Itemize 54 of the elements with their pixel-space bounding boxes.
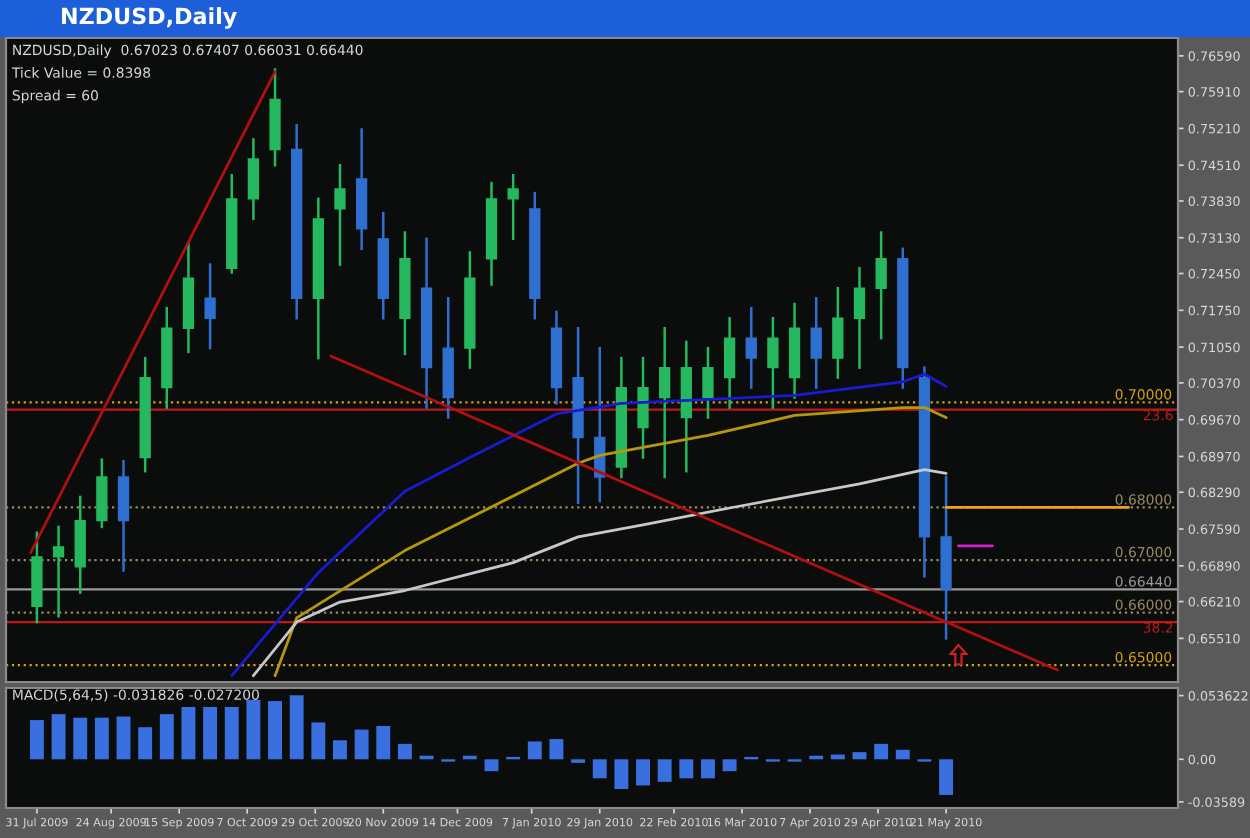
- bar: [116, 716, 131, 760]
- bar: [679, 759, 694, 779]
- bar: [246, 699, 261, 760]
- bar: [657, 759, 672, 782]
- line-series: [230, 372, 948, 678]
- candlestick: [204, 263, 216, 350]
- candlestick: [247, 138, 260, 221]
- candlestick: [723, 316, 736, 409]
- bar: [376, 726, 391, 760]
- candlestick: [334, 163, 346, 266]
- bar: [592, 759, 607, 779]
- candlestick: [875, 231, 887, 340]
- bar: [51, 714, 66, 760]
- candlestick: [52, 525, 65, 618]
- bar: [527, 741, 542, 760]
- candlestick: [74, 495, 86, 594]
- bar: [333, 740, 347, 760]
- bar: [354, 729, 369, 760]
- bar: [939, 759, 954, 795]
- bar: [311, 722, 326, 760]
- candlestick: [810, 296, 822, 389]
- bar: [203, 707, 218, 760]
- candlestick: [767, 316, 779, 409]
- bar: [397, 743, 412, 760]
- bar: [29, 720, 44, 760]
- candlestick: [637, 356, 649, 459]
- line-series: [273, 406, 948, 678]
- bar: [895, 749, 910, 760]
- bar: [159, 714, 174, 760]
- chart-title: NZDUSD,Daily: [62, 7, 237, 29]
- bar: [268, 701, 282, 760]
- candlestick: [96, 458, 108, 529]
- candlestick: [117, 459, 130, 572]
- bar: [636, 759, 650, 786]
- bar: [722, 759, 737, 772]
- bar: [289, 695, 304, 760]
- candlestick: [507, 173, 519, 241]
- bar: [701, 759, 715, 779]
- bar: [614, 759, 629, 789]
- candlestick: [659, 326, 671, 479]
- bar: [874, 743, 889, 760]
- bar: [852, 752, 867, 760]
- bar: [224, 707, 239, 760]
- candlestick: [853, 267, 866, 369]
- bar: [484, 759, 499, 772]
- bar: [138, 727, 153, 760]
- bar: [181, 707, 196, 760]
- bar: [73, 717, 88, 760]
- candlestick: [832, 286, 844, 379]
- candlestick: [745, 306, 757, 389]
- bar: [94, 717, 109, 760]
- bar: [549, 739, 564, 760]
- line-series: [252, 468, 948, 678]
- candlestick: [702, 346, 714, 419]
